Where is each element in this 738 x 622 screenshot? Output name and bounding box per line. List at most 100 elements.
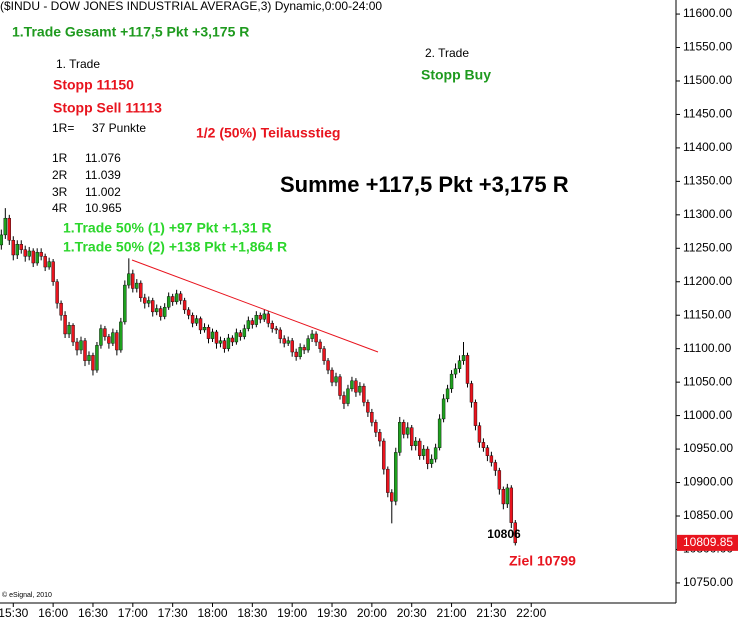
candle-body [103,328,107,337]
candle-body [469,383,474,403]
candle-body [35,252,39,264]
x-tick-label: 20:00 [357,606,387,620]
candle-body [509,487,514,523]
annotation: 2. Trade [425,46,469,60]
candle-body [91,355,95,371]
candle-body [421,448,426,456]
trend-line [131,259,379,353]
annotation: 1.Trade Gesamt +117,5 Pkt +3,175 R [12,24,249,40]
x-tick-label: 16:00 [38,606,68,620]
candle-body [386,468,390,493]
candle-body [234,332,239,343]
candle-body [143,297,147,304]
annotation: 4R [52,201,68,215]
candle-body [218,340,223,344]
candle-body [7,217,11,241]
candle-body [47,261,51,268]
candle-body [83,340,87,361]
annotation: 2R [52,168,68,182]
candle-body [127,273,131,286]
last-price-box [677,534,738,551]
candle-body [67,325,71,335]
chart-title: ($INDU - DOW JONES INDUSTRIAL AVERAGE,3)… [0,0,382,13]
candle-body [115,332,119,351]
candle-body [398,422,402,453]
candle-body [107,336,111,344]
x-tick-label: 18:00 [197,606,227,620]
candle-body [111,332,115,344]
annotation: 1R= [52,121,74,135]
annotation: 10.965 [85,201,122,215]
candle-body [390,492,394,502]
annotations: 1.Trade Gesamt +117,5 Pkt +3,175 R 1. Tra… [2,24,576,599]
candle-body [322,348,326,361]
annotation: 1R [52,151,68,165]
candle-body [394,452,398,502]
candle-body [402,422,406,435]
x-tick-label: 17:30 [158,606,188,620]
candle-body [79,340,83,351]
candle-body [266,313,270,324]
candle-body [413,440,418,446]
candle-body [186,309,191,316]
candle-body [166,296,171,308]
y-tick-label: 11400.00 [683,140,732,154]
candle-body [139,282,143,299]
candle-body [270,323,274,329]
candle-body [59,302,63,316]
candle-body [374,422,378,433]
annotation: 1. Trade [56,57,100,71]
y-tick-label: 10750.00 [683,575,733,589]
annotation: 1.Trade 50% (1) +97 Pkt +1,31 R [63,220,272,236]
annotation: Stopp Buy [421,67,491,83]
candle-body [87,355,91,361]
candle-body [174,293,179,303]
candle-body [254,315,259,325]
y-tick-label: 11000.00 [683,408,732,422]
candle-body [210,331,215,339]
x-tick-label: 20:30 [397,606,427,620]
y-tick-label: 10850.00 [683,508,733,522]
candle-body [358,385,362,393]
y-tick-label: 11100.00 [683,341,732,355]
annotation: Stopp Sell 11113 [53,100,162,116]
candle-body [417,440,422,456]
candle-body [501,489,506,505]
candle-body [43,256,47,268]
candle-body [23,249,27,257]
candle-body [151,300,155,313]
candle-body [246,320,251,329]
y-tick-label: 11500.00 [683,73,732,87]
candle-body [362,385,366,403]
candle-body [425,448,430,464]
candle-body [250,320,255,325]
candle-body [123,284,127,323]
candle-body [410,427,414,446]
candle-body [457,360,462,369]
candle-body [182,300,187,311]
candle-body [170,296,175,303]
candle-body [350,380,354,390]
candle-body [354,380,358,393]
candle-body [485,447,490,456]
candle-body [286,340,290,344]
annotation: 1.Trade 50% (2) +138 Pkt +1,864 R [63,239,287,255]
candle-body [433,447,438,460]
candle-body [314,333,318,343]
y-tick-label: 10950.00 [683,441,733,455]
candle-body [445,388,450,400]
annotation: © eSignal, 2010 [2,591,52,599]
x-tick-label: 21:00 [437,606,467,620]
candle-body [0,234,4,246]
annotation: Summe +117,5 Pkt +3,175 R [280,172,569,197]
candle-body [370,412,374,423]
candle-body [39,252,43,257]
candle-body [302,347,306,351]
candle-body [178,293,183,301]
candle-body [242,328,247,337]
y-tick-label: 11550.00 [683,40,732,54]
annotation: 11.039 [85,168,121,182]
candle-body [131,273,135,289]
candle-body [449,373,454,390]
